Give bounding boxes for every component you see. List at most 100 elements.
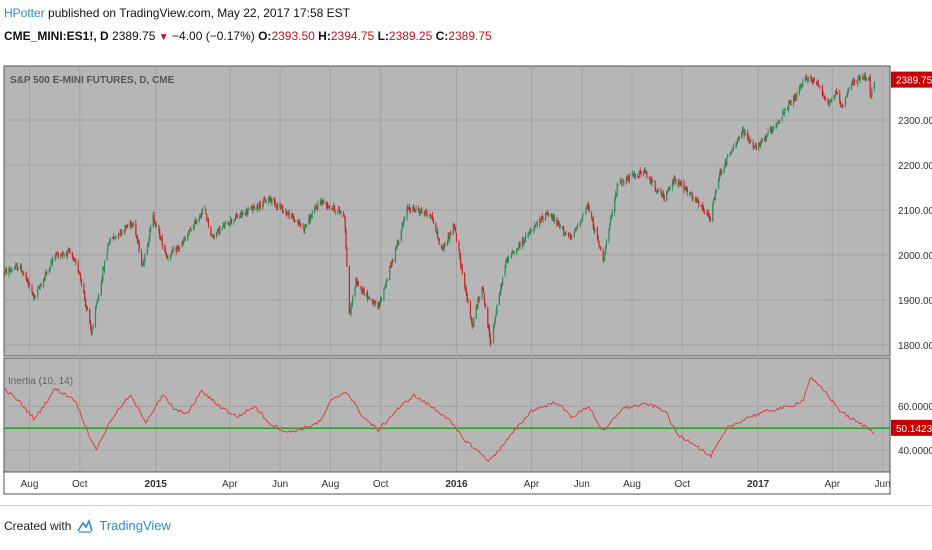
candle-body [628, 176, 630, 181]
candle-body [622, 180, 624, 182]
candle-body [830, 99, 833, 102]
candle-body [805, 77, 807, 78]
candle-body [698, 202, 700, 205]
candle-body [853, 79, 856, 83]
candle-body [483, 289, 485, 294]
candle-body [558, 220, 560, 225]
candle-body [368, 296, 370, 298]
candle-body [8, 268, 10, 275]
candle-body [80, 279, 83, 285]
candle-body [766, 136, 768, 138]
candle-body [77, 262, 79, 272]
candle-body [113, 236, 116, 238]
candle-body [250, 207, 252, 209]
candle-body [443, 243, 445, 249]
candle-body [459, 251, 461, 257]
candle-body [650, 179, 652, 184]
candle-body [175, 247, 177, 253]
candle-body [397, 242, 399, 245]
candle-body [581, 214, 584, 221]
candle-body [413, 205, 415, 208]
candle-body [548, 214, 550, 216]
candle-body [743, 130, 745, 136]
candle-body [240, 211, 242, 216]
price-panel[interactable]: S&P 500 E-MINI FUTURES, D, CME [3, 65, 891, 357]
candle-body [535, 225, 537, 226]
candle-body [150, 226, 152, 231]
candle-body [852, 82, 854, 84]
candle-body [842, 104, 844, 106]
candle-body [224, 224, 226, 227]
chart-canvas[interactable]: S&P 500 E-MINI FUTURES, D, CME Inertia (… [0, 0, 932, 505]
candle-body [90, 328, 92, 334]
candle-body [512, 252, 514, 253]
candle-body [356, 278, 358, 285]
candle-body [819, 87, 821, 88]
candle-body [398, 241, 400, 244]
time-tick-label: Aug [21, 479, 39, 490]
candle-body [33, 293, 35, 298]
candle-body [690, 192, 692, 194]
candle-body [556, 217, 558, 225]
candle-body [729, 153, 731, 156]
candle-body [846, 93, 848, 98]
candle-body [694, 198, 697, 200]
candle-body [103, 261, 106, 271]
candle-body [857, 77, 859, 84]
candle-body [423, 211, 425, 214]
tradingview-link[interactable]: TradingView [99, 518, 171, 533]
candle-body [737, 137, 739, 139]
candle-body [696, 199, 698, 203]
candle-body [478, 297, 481, 300]
candle-body [286, 211, 288, 215]
candle-body [109, 237, 111, 243]
candle-body [746, 132, 749, 137]
candle-body [782, 111, 784, 116]
candle-body [830, 100, 832, 103]
candle-body [379, 302, 381, 304]
candle-body [731, 151, 733, 153]
candle-body [844, 98, 847, 106]
candle-body [603, 258, 605, 260]
candle-body [394, 249, 397, 263]
candle-body [502, 277, 504, 286]
candle-body [773, 127, 775, 129]
candle-body [258, 202, 261, 209]
inertia-panel[interactable]: Inertia (10, 14) [3, 357, 891, 473]
author-link[interactable]: HPotter [4, 6, 45, 20]
inertia-last-value: 50.1423 [896, 424, 932, 435]
candle-body [242, 212, 244, 215]
candle-body [695, 198, 697, 203]
candle-body [823, 95, 825, 98]
candle-body [432, 219, 435, 224]
candle-body [648, 177, 650, 180]
candle-body [713, 199, 716, 200]
candle-body [246, 210, 248, 214]
candle-body [212, 236, 214, 237]
candle-body [464, 272, 466, 286]
candle-body [339, 211, 341, 214]
inertia-grid [4, 358, 890, 472]
candle-body [273, 197, 275, 202]
candle-body [198, 217, 200, 221]
candle-body [344, 216, 346, 231]
inertia-y-axis[interactable]: 60.0000 40.0000 50.1423 [891, 402, 932, 457]
candle-body [492, 326, 495, 342]
price-y-axis[interactable]: 2300.00 2200.00 2100.00 2000.00 1900.00 1800.… [891, 71, 932, 352]
candle-body [586, 207, 588, 210]
candle-body [160, 237, 163, 239]
candle-body [406, 207, 408, 219]
candle-body [790, 103, 792, 106]
candle-body [188, 230, 191, 233]
time-axis[interactable]: Aug Oct 2015 Apr Jun Aug Oct 2016 Apr Jun Aug Oct 20… [3, 471, 891, 495]
candle-body [816, 81, 819, 83]
candle-body [853, 79, 855, 85]
candle-body [4, 271, 6, 274]
candle-body [141, 252, 143, 265]
candle-body [52, 257, 54, 263]
candle-body [580, 220, 582, 224]
candle-body [582, 213, 585, 215]
candle-body [303, 227, 305, 231]
candle-body [638, 170, 641, 176]
candle-body [362, 288, 364, 293]
